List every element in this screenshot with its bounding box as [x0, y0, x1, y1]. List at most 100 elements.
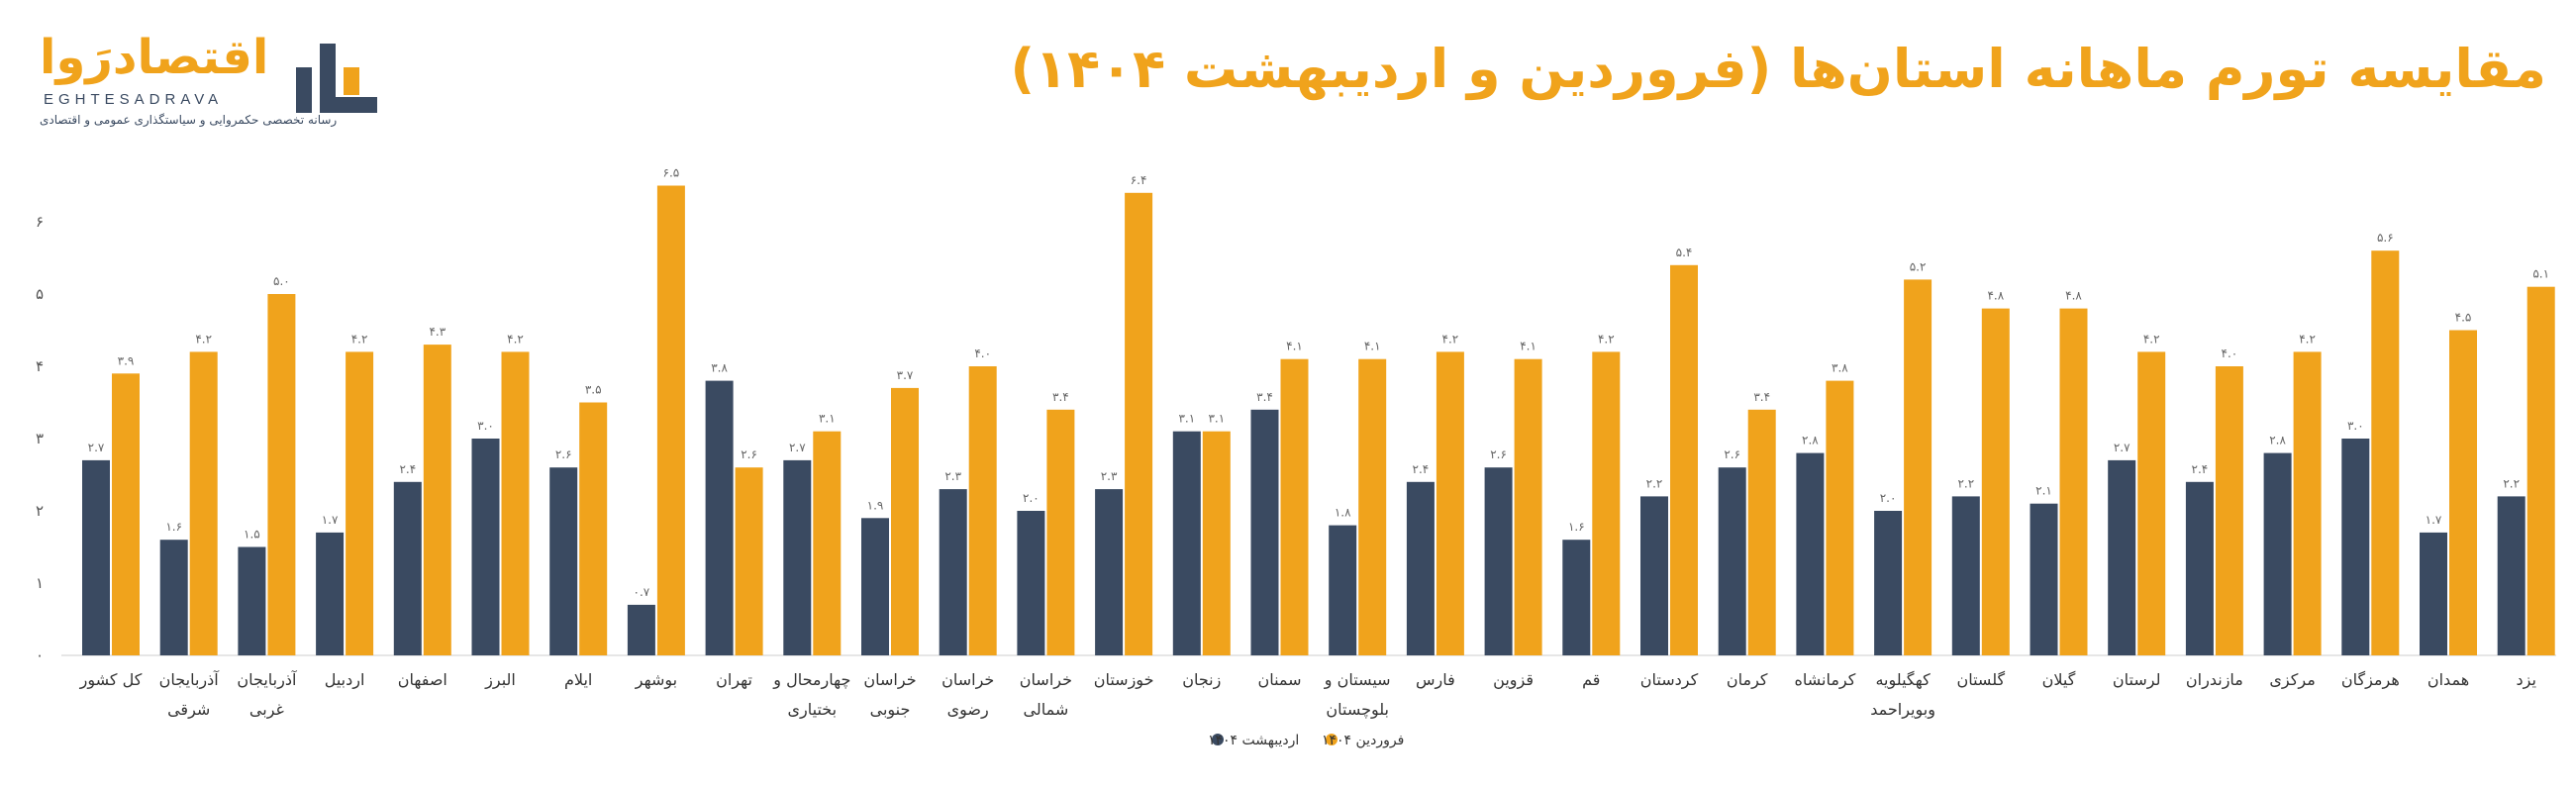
bar-value-label: ۶.۴ [1131, 173, 1147, 187]
bar-value-label: ۵.۰ [273, 274, 290, 288]
bar-farvardin [2059, 308, 2088, 655]
bar-ordibehesht [1250, 409, 1279, 655]
bar-ordibehesht [2497, 496, 2526, 655]
bar-value-label: ۲.۸ [1802, 434, 1819, 447]
category-label: قم [1582, 670, 1600, 689]
y-tick-label: ۱ [36, 574, 44, 592]
category-label: شرقی [167, 700, 210, 720]
bar-value-label: ۱.۶ [165, 520, 182, 534]
category-label: سمنان [1257, 670, 1301, 689]
category-label: خراسان [941, 670, 994, 690]
bar-ordibehesht [549, 467, 578, 655]
category-label: غربی [249, 700, 284, 720]
bar-ordibehesht [2185, 481, 2214, 655]
bar-ordibehesht [1329, 525, 1357, 655]
bar-ordibehesht [393, 481, 422, 655]
bar-farvardin [1280, 358, 1309, 655]
category-label: یزد [2516, 670, 2535, 690]
category-label: اردبیل [325, 670, 365, 690]
category-label: چهارمحال و [772, 670, 850, 690]
category-label: گیلان [2042, 670, 2076, 689]
bar-value-label: ۲.۴ [1413, 462, 1430, 476]
bar-value-label: ۳.۸ [711, 361, 728, 375]
bar-ordibehesht [1718, 467, 1746, 655]
bar-farvardin [656, 185, 685, 655]
bar-value-label: ۲.۴ [2192, 462, 2209, 476]
brand-logo: اقتصادرَوا EGHTESADRAVA رسانه تخصصی حکمر… [40, 30, 396, 139]
bar-value-label: ۴.۲ [1598, 332, 1615, 346]
y-tick-label: ۳ [36, 430, 44, 447]
bar-value-label: ۲.۶ [1490, 447, 1507, 461]
bar-value-label: ۱.۷ [322, 513, 339, 527]
bar-value-label: ۲.۲ [1646, 476, 1663, 490]
category-label: لرستان [2113, 670, 2161, 690]
category-label: جنوبی [870, 700, 911, 720]
bar-value-label: ۰.۷ [634, 585, 650, 599]
bar-farvardin [1436, 351, 1464, 655]
y-tick-label: ۶ [36, 213, 44, 231]
bar-value-label: ۱.۶ [1568, 520, 1585, 534]
category-label: البرز [484, 670, 516, 690]
bar-farvardin [1826, 380, 1854, 655]
category-label: شمالی [1024, 700, 1069, 719]
bar-farvardin [189, 351, 218, 655]
category-label: گلستان [1956, 670, 2005, 689]
category-label: زنجان [1182, 670, 1221, 690]
category-label: بختیاری [788, 700, 838, 720]
bar-value-label: ۲.۸ [2269, 434, 2286, 447]
y-tick-label: ۵ [36, 285, 44, 303]
bar-value-label: ۲.۶ [555, 447, 572, 461]
bar-value-label: ۳.۴ [1753, 390, 1770, 404]
bar-ordibehesht [2108, 459, 2136, 655]
y-tick-label: ۴ [36, 357, 44, 375]
bar-value-label: ۴.۱ [1364, 340, 1381, 353]
bar-value-label: ۲.۰ [1880, 491, 1897, 505]
bar-value-label: ۵.۴ [1676, 246, 1693, 259]
bar-ordibehesht [861, 518, 889, 655]
legend-label: اردیبهشت ۱۴۰۴ [1208, 733, 1299, 748]
bar-farvardin [968, 366, 997, 655]
bar-value-label: ۳.۴ [1256, 390, 1273, 404]
bar-value-label: ۶.۵ [663, 166, 680, 180]
bar-farvardin [1358, 358, 1387, 655]
bar-value-label: ۳.۴ [1052, 390, 1069, 404]
bar-value-label: ۴.۳ [429, 325, 446, 339]
bar-value-label: ۴.۲ [2143, 332, 2160, 346]
bar-value-label: ۲.۳ [1101, 469, 1118, 483]
category-label: بلوچستان [1326, 700, 1389, 720]
bar-farvardin [112, 373, 140, 655]
bar-value-label: ۱.۸ [1335, 506, 1351, 520]
chart-title: مقایسه تورم ماهانه استان‌ها (فروردین و ا… [1010, 38, 2547, 100]
bar-value-label: ۲.۴ [399, 462, 416, 476]
bar-ordibehesht [1406, 481, 1435, 655]
bar-ordibehesht [1562, 540, 1591, 655]
bar-farvardin [813, 431, 842, 655]
bar-value-label: ۲.۳ [944, 469, 961, 483]
category-label: کرمانشاه [1794, 670, 1855, 690]
bar-ordibehesht [1484, 467, 1513, 655]
bar-farvardin [2449, 330, 2477, 655]
category-label: اصفهان [398, 670, 447, 690]
category-label: کرمان [1727, 670, 1768, 690]
bar-ordibehesht [2030, 503, 2058, 655]
category-label: آذربایجان [159, 670, 221, 690]
bar-ordibehesht [159, 540, 188, 655]
logo-latin: EGHTESADRAVA [44, 91, 224, 108]
category-label: کردستان [1640, 670, 1699, 690]
category-label: آذربایجان [237, 670, 298, 690]
bar-farvardin [1046, 409, 1075, 655]
bar-farvardin [501, 351, 530, 655]
bar-value-label: ۲.۱ [2035, 484, 2052, 498]
bar-value-label: ۳.۸ [1832, 361, 1848, 375]
bar-value-label: ۵.۱ [2532, 267, 2549, 281]
bar-farvardin [267, 294, 296, 655]
bar-value-label: ۳.۰ [2347, 419, 2364, 433]
bar-farvardin [579, 402, 608, 655]
logo-name: اقتصادرَوا [40, 30, 269, 85]
bar-value-label: ۲.۲ [2503, 476, 2520, 490]
bar-value-label: ۳.۹ [118, 353, 135, 367]
category-label: فارس [1416, 670, 1455, 690]
category-label: کهگیلویه [1875, 670, 1931, 690]
bar-value-label: ۳.۰ [477, 419, 494, 433]
